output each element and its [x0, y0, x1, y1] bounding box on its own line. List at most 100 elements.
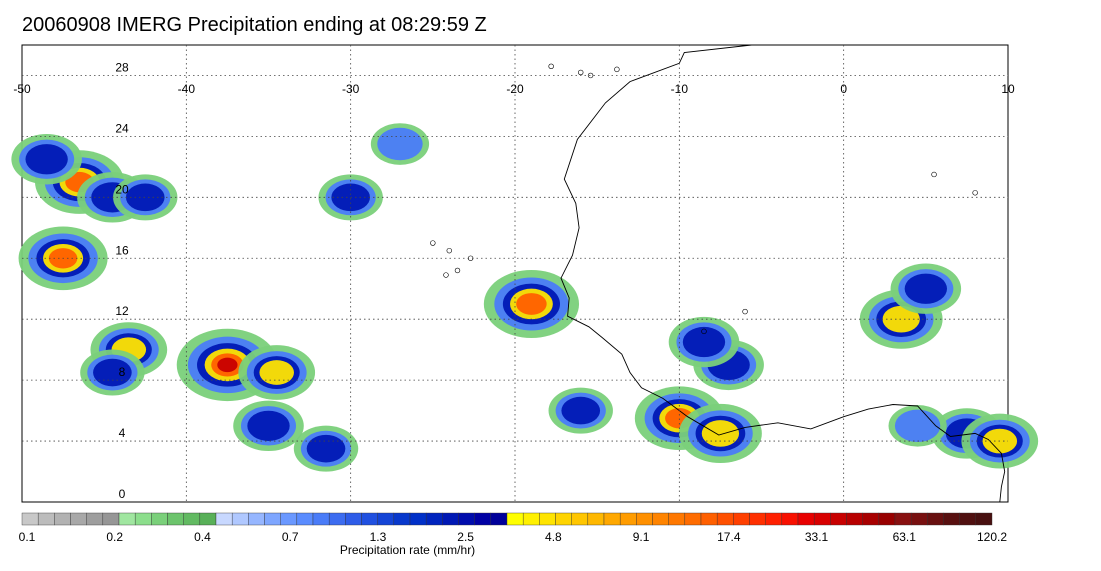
precip-cell-6-layer-2 — [93, 358, 132, 387]
colorbar-swatch — [910, 512, 928, 526]
colorbar-swatch — [425, 512, 443, 526]
colorbar-swatch — [280, 512, 298, 526]
colorbar-swatch — [248, 512, 265, 526]
colorbar-swatch — [878, 512, 896, 526]
precip-cell-12-layer-2 — [561, 396, 601, 425]
colorbar-swatch — [522, 512, 540, 526]
colorbar-swatch — [684, 512, 702, 526]
map-title: 20060908 IMERG Precipitation ending at 0… — [22, 14, 487, 36]
island-outline-7 — [701, 328, 707, 335]
precip-cell-17-layer-3 — [882, 305, 920, 333]
colorbar-tick-label: 63.1 — [892, 530, 916, 544]
colorbar-swatch — [587, 512, 605, 526]
colorbar-swatch — [813, 512, 831, 526]
colorbar-swatch — [716, 512, 734, 526]
precip-cell-23-layer-1 — [377, 127, 423, 161]
colorbar-swatch — [555, 512, 572, 526]
colorbar-swatch — [490, 512, 508, 526]
colorbar-tick-label: 2.5 — [457, 530, 474, 544]
colorbar-tick-label: 120.2 — [976, 530, 1008, 544]
colorbar-title: Precipitation rate (mm/hr) — [339, 543, 476, 557]
island-outline-2 — [430, 240, 436, 246]
lon-tick-label: -30 — [342, 82, 360, 96]
colorbar-tick-label: 0.1 — [18, 530, 36, 544]
colorbar-swatch — [328, 512, 346, 526]
lat-tick-label: 12 — [115, 304, 129, 318]
lat-tick-label: 16 — [115, 243, 129, 257]
lat-tick-label: 0 — [119, 487, 126, 501]
island-outline-0 — [446, 247, 452, 254]
colorbar-swatch — [345, 512, 362, 526]
colorbar-swatch — [393, 512, 411, 526]
colorbar-tick-label: 9.1 — [632, 530, 650, 544]
colorbar-swatch — [361, 512, 378, 526]
colorbar-tick-label: 4.8 — [545, 530, 562, 544]
colorbar-swatch — [183, 512, 201, 526]
colorbar-swatch — [134, 512, 152, 526]
lon-tick-label: 0 — [840, 82, 847, 96]
colorbar-swatch — [151, 512, 168, 526]
colorbar-swatch — [846, 512, 863, 526]
colorbar-swatch — [37, 512, 55, 526]
colorbar-tick-label: 33.1 — [804, 530, 829, 544]
precip-cell-7-layer-5 — [217, 357, 238, 373]
precip-cell-11-layer-4 — [516, 293, 547, 315]
colorbar-swatch — [862, 512, 880, 526]
colorbar-swatch — [700, 512, 718, 526]
lat-tick-label: 4 — [119, 426, 126, 440]
precip-cell-14-layer-3 — [701, 420, 740, 447]
colorbar-swatch — [264, 512, 281, 526]
colorbar-swatch — [830, 512, 847, 526]
colorbar-swatch — [70, 512, 87, 526]
colorbar-swatch — [474, 512, 492, 526]
lat-tick-label: 8 — [119, 365, 126, 379]
colorbar-swatch — [943, 512, 960, 526]
colorbar-swatch — [636, 512, 653, 526]
colorbar-swatch — [377, 512, 395, 526]
precip-cell-3-layer-2 — [25, 144, 68, 175]
colorbar-swatch — [603, 512, 621, 526]
colorbar-swatch — [733, 512, 750, 526]
island-outline-9 — [931, 171, 937, 178]
precip-cell-16-layer-2 — [682, 326, 726, 358]
colorbar-swatch — [668, 512, 686, 526]
colorbar-swatch — [296, 512, 314, 526]
colorbar-tick-label: 0.2 — [106, 530, 124, 544]
island-outline-4 — [548, 63, 554, 70]
island-outline-10 — [972, 190, 978, 196]
colorbar-swatch — [312, 512, 330, 526]
island-outline-8 — [742, 308, 748, 315]
colorbar-swatch — [118, 512, 136, 526]
colorbar-swatch — [765, 512, 783, 526]
colorbar-swatch — [54, 512, 71, 526]
coastline — [560, 44, 1006, 503]
colorbar-swatch — [167, 512, 184, 526]
lat-tick-label: 20 — [115, 182, 129, 196]
island-outline-1 — [454, 267, 461, 274]
colorbar-swatch — [231, 512, 249, 526]
colorbar-swatch — [959, 512, 977, 526]
colorbar-tick-label: 17.4 — [717, 530, 741, 544]
lat-tick-label: 28 — [115, 60, 129, 74]
colorbar-swatch — [619, 512, 637, 526]
colorbar-swatch — [506, 512, 524, 526]
island-outline-3 — [578, 69, 584, 76]
colorbar-swatch — [215, 512, 233, 526]
colorbar-swatch — [927, 512, 944, 526]
colorbar-swatch — [652, 512, 669, 526]
lon-tick-label: 10 — [1001, 82, 1015, 96]
colorbar-swatch — [86, 512, 104, 526]
lon-tick-label: -10 — [671, 82, 689, 96]
precip-cell-2-layer-2 — [125, 183, 165, 212]
colorbar-swatch — [539, 512, 556, 526]
colorbar-swatch — [21, 512, 39, 526]
lon-tick-label: -20 — [506, 82, 524, 96]
colorbar-swatch — [894, 512, 912, 526]
colorbar-swatch — [975, 512, 993, 526]
precip-cell-8-layer-3 — [259, 360, 294, 385]
precip-cell-21-layer-1 — [894, 409, 941, 443]
lon-tick-label: -50 — [13, 82, 31, 96]
lat-tick-label: 24 — [115, 121, 129, 135]
colorbar-swatch — [458, 512, 475, 526]
